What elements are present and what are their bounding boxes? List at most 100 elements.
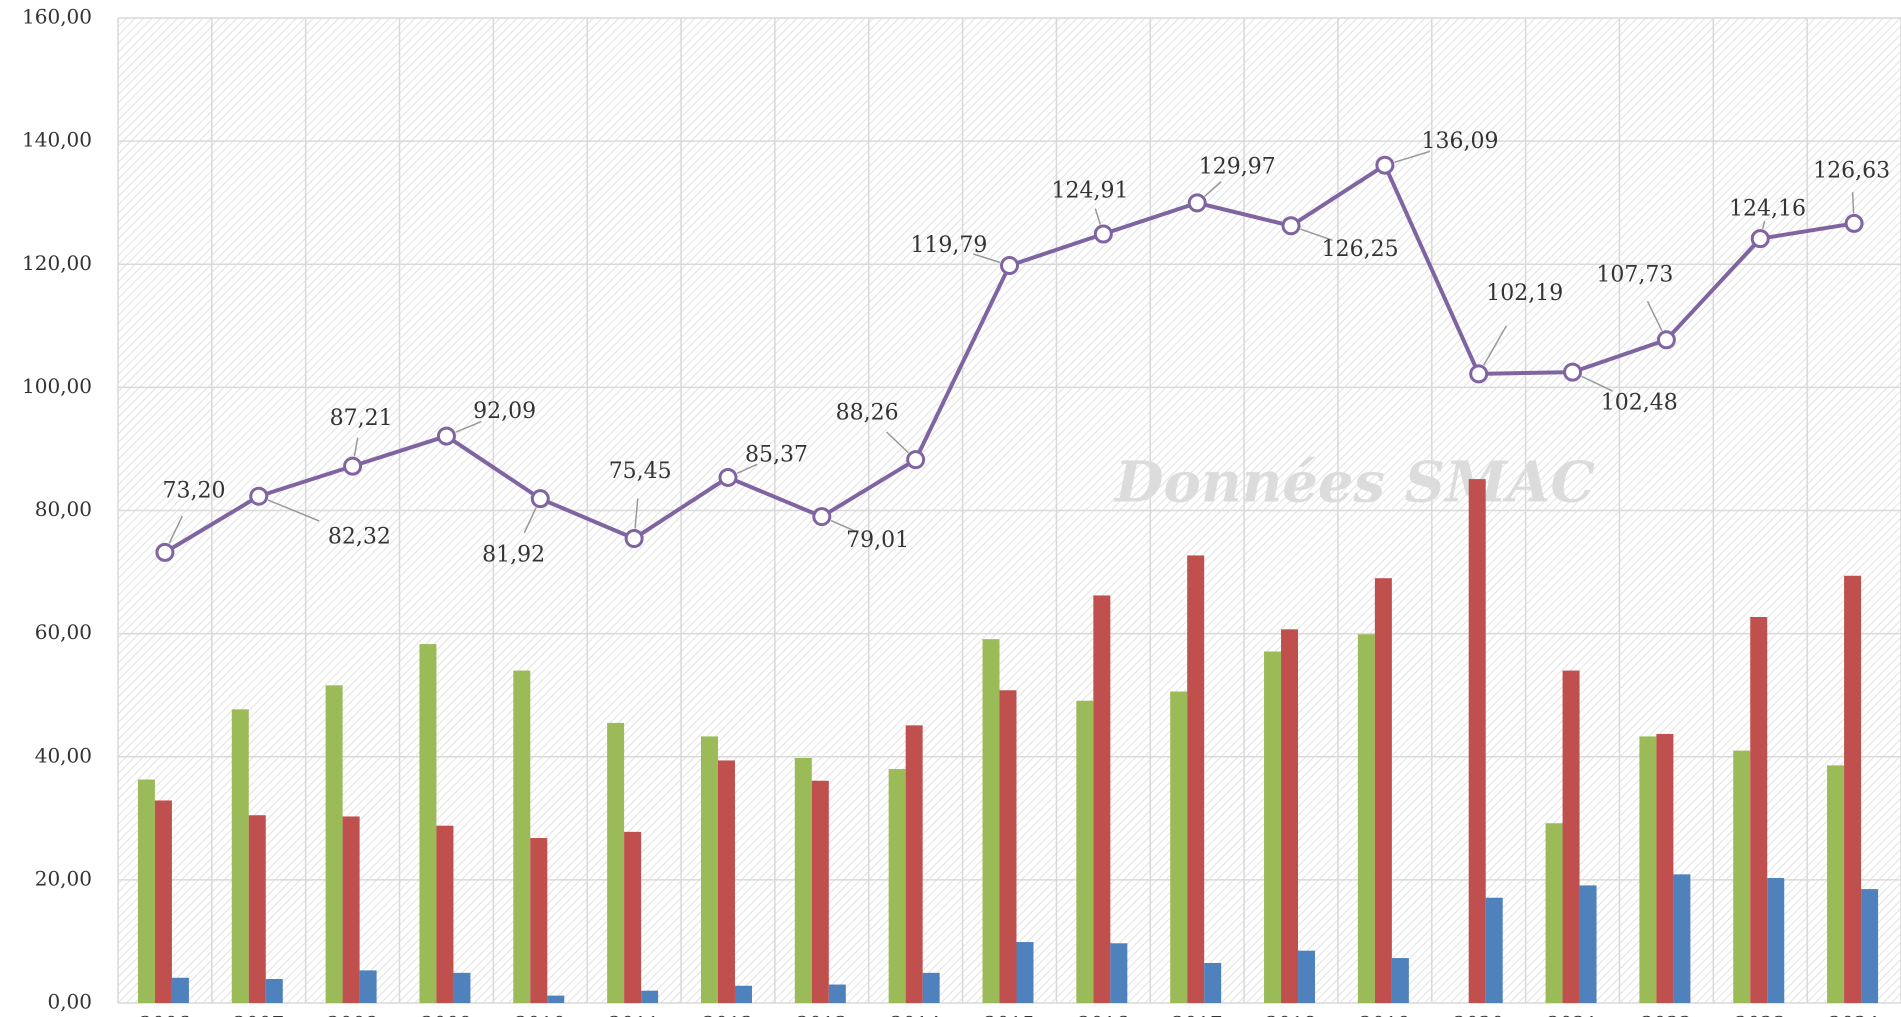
bar [530, 838, 548, 1003]
data-label: 92,09 [473, 399, 536, 424]
leader-line [168, 515, 184, 544]
data-label: 124,16 [1729, 197, 1806, 222]
leader-line [1761, 220, 1766, 230]
data-label: 107,73 [1596, 263, 1673, 288]
bar [641, 990, 659, 1003]
bar [1639, 736, 1657, 1003]
y-tick-label: 140,00 [22, 128, 92, 152]
bar [888, 769, 906, 1003]
bar [1656, 733, 1674, 1003]
y-tick-label: 120,00 [22, 251, 92, 275]
data-label: 126,25 [1322, 237, 1399, 262]
x-tick-label: 2008 [327, 1012, 378, 1017]
y-tick-label: 60,00 [35, 620, 92, 644]
leader-line [1300, 228, 1333, 242]
x-tick-label: 2023 [1735, 1012, 1786, 1017]
marker [718, 467, 738, 487]
bar [436, 825, 454, 1003]
y-tick-label: 40,00 [35, 743, 92, 767]
bar [419, 644, 437, 1003]
x-tick-label: 2011 [609, 1012, 660, 1017]
marker [343, 456, 363, 476]
leader-line [455, 420, 482, 433]
bar [154, 800, 172, 1003]
bar [1673, 874, 1691, 1003]
bar [1204, 962, 1222, 1003]
bar [137, 779, 155, 1003]
marker [1563, 362, 1583, 382]
leader-line [736, 463, 758, 475]
data-label: 73,20 [163, 479, 226, 504]
marker [1750, 229, 1770, 249]
bar [1076, 700, 1094, 1003]
bar [828, 984, 846, 1003]
x-tick-label: 2013 [796, 1012, 847, 1017]
marker [1844, 213, 1864, 233]
bar [811, 780, 829, 1003]
x-tick-label: 2021 [1547, 1012, 1598, 1017]
data-label: 136,09 [1422, 129, 1499, 154]
y-tick-label: 100,00 [22, 374, 92, 398]
bar [1485, 897, 1503, 1003]
leader-line [523, 507, 537, 534]
bar [1579, 885, 1597, 1003]
bar [717, 760, 735, 1003]
data-label: 88,26 [836, 401, 899, 426]
leader-line [886, 431, 909, 454]
x-tick-label: 2019 [1359, 1012, 1410, 1017]
leader-line [1094, 208, 1102, 225]
marker [249, 486, 269, 506]
bar [1016, 942, 1034, 1003]
bar [1468, 479, 1486, 1003]
y-tick-label: 80,00 [35, 497, 92, 521]
data-label: 75,45 [609, 459, 672, 484]
bar [1767, 878, 1785, 1003]
bar [734, 985, 752, 1003]
data-label: 82,32 [328, 524, 391, 549]
bar [1357, 634, 1375, 1003]
leader-line [1204, 181, 1222, 197]
bar [342, 816, 360, 1003]
x-tick-label: 2014 [890, 1012, 941, 1017]
marker [436, 426, 456, 446]
leader-line [1483, 325, 1508, 366]
bar [624, 831, 642, 1003]
bar [1391, 958, 1409, 1003]
data-label: 126,63 [1813, 158, 1890, 183]
data-label: 102,48 [1601, 391, 1678, 416]
data-label: 102,19 [1486, 281, 1563, 306]
bar [1545, 823, 1563, 1003]
bar [982, 639, 1000, 1003]
x-tick-label: 2020 [1453, 1012, 1504, 1017]
bar [1562, 670, 1580, 1003]
bar [547, 995, 565, 1003]
bar [1093, 595, 1111, 1003]
bar [265, 978, 283, 1003]
x-tick-label: 2017 [1172, 1012, 1223, 1017]
marker [1000, 256, 1019, 276]
bar [1374, 578, 1392, 1003]
x-tick-label: 2022 [1641, 1012, 1692, 1017]
x-tick-label: 2012 [703, 1012, 754, 1017]
bar [1844, 575, 1862, 1003]
bar [607, 722, 625, 1003]
x-tick-label: 2010 [515, 1012, 566, 1017]
leader-line [267, 499, 320, 522]
data-label: 119,79 [910, 233, 987, 258]
watermark: Données SMAC [1113, 450, 1596, 516]
bar [1861, 889, 1879, 1003]
data-label: 81,92 [482, 543, 545, 568]
marker [1375, 155, 1395, 175]
bar [248, 815, 266, 1003]
bar [325, 685, 343, 1003]
leader-line [1851, 192, 1855, 214]
marker [1469, 364, 1489, 384]
bar [922, 972, 940, 1003]
bar [794, 757, 812, 1003]
y-tick-label: 160,00 [22, 5, 92, 29]
data-label: 85,37 [745, 443, 808, 468]
bar [453, 972, 471, 1003]
marker [530, 489, 550, 509]
marker [1281, 216, 1301, 236]
